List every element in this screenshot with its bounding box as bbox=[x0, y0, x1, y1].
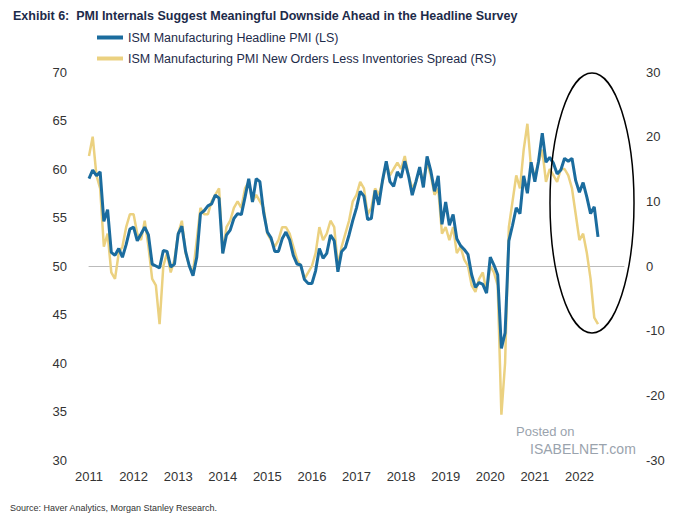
svg-text:-30: -30 bbox=[646, 453, 665, 468]
svg-text:10: 10 bbox=[646, 194, 660, 209]
svg-text:-20: -20 bbox=[646, 388, 665, 403]
svg-text:2011: 2011 bbox=[75, 469, 103, 484]
svg-text:ISABELNET.com: ISABELNET.com bbox=[530, 441, 636, 457]
svg-text:2013: 2013 bbox=[164, 469, 193, 484]
svg-text:2021: 2021 bbox=[520, 469, 549, 484]
svg-text:-10: -10 bbox=[646, 323, 665, 338]
svg-text:2020: 2020 bbox=[476, 469, 505, 484]
svg-text:70: 70 bbox=[53, 65, 67, 80]
svg-text:2022: 2022 bbox=[565, 469, 594, 484]
svg-text:2014: 2014 bbox=[208, 469, 237, 484]
svg-text:50: 50 bbox=[53, 259, 67, 274]
svg-text:20: 20 bbox=[646, 129, 660, 144]
svg-text:35: 35 bbox=[53, 404, 67, 419]
svg-text:65: 65 bbox=[53, 113, 67, 128]
svg-text:Posted on: Posted on bbox=[516, 424, 575, 439]
svg-text:Exhibit 6: PMI Internals Sugg: Exhibit 6: PMI Internals Suggest Meaning… bbox=[13, 9, 518, 23]
svg-text:2018: 2018 bbox=[387, 469, 416, 484]
svg-text:40: 40 bbox=[53, 356, 67, 371]
svg-text:60: 60 bbox=[53, 162, 67, 177]
svg-text:ISM Manufacturing Headline PMI: ISM Manufacturing Headline PMI (LS) bbox=[128, 31, 339, 45]
svg-text:45: 45 bbox=[53, 307, 67, 322]
svg-text:2017: 2017 bbox=[342, 469, 371, 484]
svg-text:Source: Haver Analytics, Morga: Source: Haver Analytics, Morgan Stanley … bbox=[10, 503, 217, 513]
svg-text:2019: 2019 bbox=[431, 469, 460, 484]
svg-text:2015: 2015 bbox=[253, 469, 282, 484]
svg-text:30: 30 bbox=[53, 453, 67, 468]
svg-text:55: 55 bbox=[53, 210, 67, 225]
svg-text:2012: 2012 bbox=[119, 469, 148, 484]
svg-text:30: 30 bbox=[646, 65, 660, 80]
svg-text:ISM Manufacturing PMI New Orde: ISM Manufacturing PMI New Orders Less In… bbox=[128, 52, 496, 66]
svg-text:2016: 2016 bbox=[297, 469, 326, 484]
svg-text:0: 0 bbox=[646, 259, 653, 274]
